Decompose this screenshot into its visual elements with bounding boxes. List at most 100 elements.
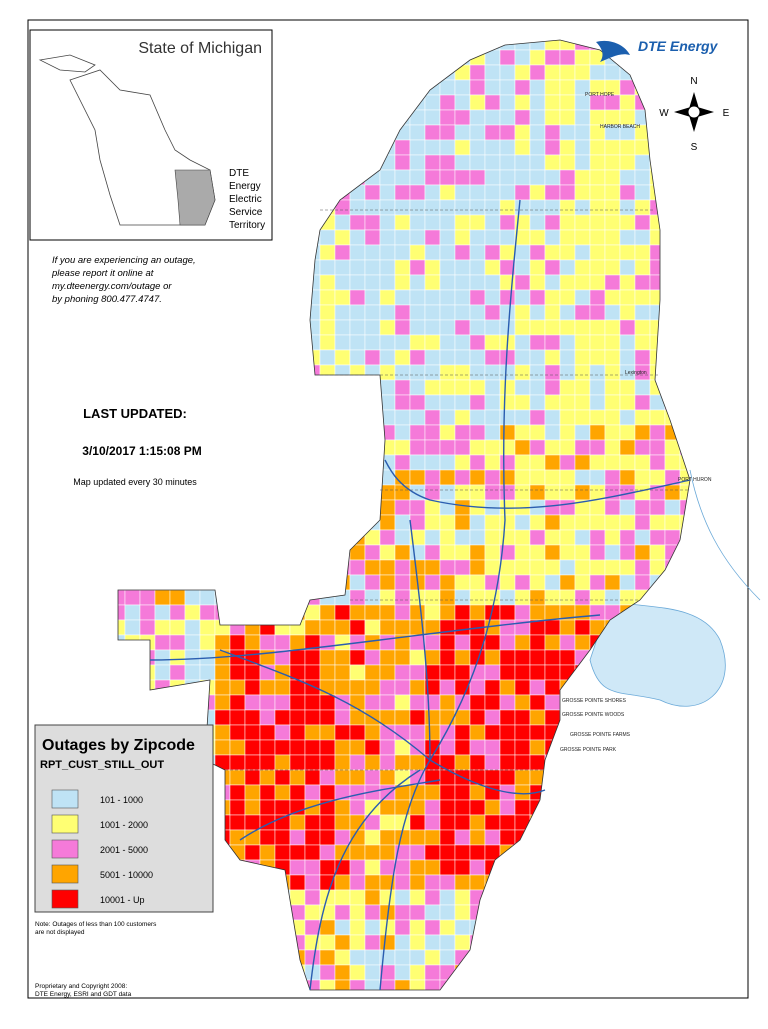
zip-region: [274, 904, 291, 921]
zip-region: [529, 439, 546, 456]
zip-region: [454, 799, 471, 816]
zip-region: [499, 394, 516, 411]
zip-region: [409, 964, 426, 981]
zip-region: [529, 64, 546, 81]
zip-region: [364, 349, 381, 366]
zip-region: [559, 784, 576, 801]
zip-region: [649, 274, 666, 291]
zip-region: [199, 364, 216, 381]
zip-region: [514, 739, 531, 756]
legend-label: 1001 - 2000: [100, 820, 148, 830]
zip-region: [664, 154, 681, 171]
zip-region: [514, 754, 531, 771]
zip-region: [349, 124, 366, 141]
zip-region: [349, 874, 366, 891]
zip-region: [169, 694, 186, 711]
zip-region: [244, 244, 261, 261]
zip-region: [334, 574, 351, 591]
zip-region: [634, 919, 651, 936]
zip-region: [469, 379, 486, 396]
zip-region: [274, 559, 291, 576]
zip-region: [424, 169, 441, 186]
zip-region: [334, 409, 351, 426]
zip-region: [274, 199, 291, 216]
zip-region: [664, 484, 681, 501]
zip-region: [529, 49, 546, 66]
zip-region: [439, 709, 456, 726]
zip-region: [169, 319, 186, 336]
zip-region: [199, 634, 216, 651]
zip-region: [469, 289, 486, 306]
zip-region: [379, 169, 396, 186]
zip-region: [664, 349, 681, 366]
zip-region: [334, 604, 351, 621]
zip-region: [139, 634, 156, 651]
zip-region: [319, 619, 336, 636]
zip-region: [634, 169, 651, 186]
zip-region: [424, 319, 441, 336]
zip-region: [514, 919, 531, 936]
zip-region: [259, 349, 276, 366]
zip-region: [484, 919, 501, 936]
zip-region: [604, 829, 621, 846]
inset-title: State of Michigan: [138, 40, 262, 57]
zip-region: [169, 364, 186, 381]
zip-region: [244, 454, 261, 471]
zip-region: [649, 979, 666, 990]
zip-region: [469, 244, 486, 261]
zip-region: [695, 200, 710, 215]
zip-region: [319, 319, 336, 336]
zip-region: [574, 769, 591, 786]
zip-region: [559, 634, 576, 651]
zip-region: [424, 709, 441, 726]
zip-region: [499, 304, 516, 321]
zip-region: [499, 799, 516, 816]
zip-region: [169, 274, 186, 291]
zip-region: [289, 559, 306, 576]
zip-region: [499, 154, 516, 171]
zip-region: [424, 469, 441, 486]
zip-region: [514, 589, 531, 606]
zip-region: [529, 889, 546, 906]
zip-region: [349, 79, 366, 96]
zip-region: [394, 454, 411, 471]
zip-region: [409, 409, 426, 426]
zip-region: [484, 634, 501, 651]
zip-region: [469, 364, 486, 381]
zip-region: [439, 844, 456, 861]
zip-region: [364, 64, 381, 81]
zip-region: [334, 379, 351, 396]
zip-region: [214, 319, 231, 336]
zip-region: [679, 814, 690, 831]
zip-region: [229, 799, 246, 816]
zip-region: [229, 889, 246, 906]
zip-region: [469, 214, 486, 231]
zip-region: [695, 710, 710, 725]
zip-region: [484, 274, 501, 291]
zip-region: [334, 589, 351, 606]
zip-region: [394, 319, 411, 336]
zip-region: [349, 889, 366, 906]
zip-region: [439, 319, 456, 336]
zip-region: [514, 274, 531, 291]
zip-region: [439, 904, 456, 921]
place-label: GROSSE POINTE WOODS: [562, 712, 625, 718]
zip-region: [604, 799, 621, 816]
zip-region: [514, 529, 531, 546]
zip-region: [424, 259, 441, 276]
zip-region: [409, 634, 426, 651]
zip-region: [349, 934, 366, 951]
zip-region: [154, 379, 171, 396]
zip-region: [229, 394, 246, 411]
zip-region: [589, 244, 606, 261]
zip-region: [454, 709, 471, 726]
zip-region: [289, 169, 306, 186]
zip-region: [304, 109, 321, 126]
zip-region: [559, 214, 576, 231]
zip-region: [304, 124, 321, 141]
zip-region: [649, 844, 666, 861]
zip-region: [319, 304, 336, 321]
zip-region: [379, 754, 396, 771]
zip-region: [274, 634, 291, 651]
zip-region: [379, 844, 396, 861]
